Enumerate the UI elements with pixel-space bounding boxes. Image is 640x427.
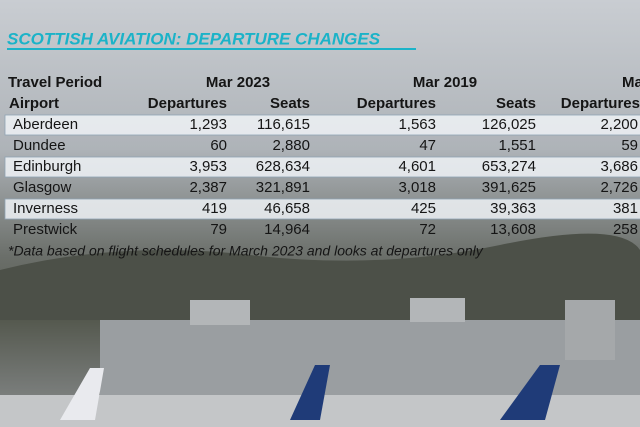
cell-value: 47 xyxy=(419,137,436,154)
airport-name: Inverness xyxy=(13,200,78,217)
tail-fin xyxy=(290,365,330,420)
cell-value: 425 xyxy=(411,200,436,217)
cell-value: 2,387 xyxy=(189,179,227,196)
column-header: Departures xyxy=(148,95,227,112)
cell-value: 391,625 xyxy=(482,179,536,196)
cell-value: 3,686 xyxy=(600,158,638,175)
column-header: Departures xyxy=(561,95,640,112)
cell-value: 79 xyxy=(210,221,227,238)
cell-value: 321,891 xyxy=(256,179,310,196)
airport-name: Aberdeen xyxy=(13,116,78,133)
footnote: *Data based on flight schedules for Marc… xyxy=(8,243,484,259)
cell-value: 628,634 xyxy=(256,158,310,175)
cell-value: 258 xyxy=(613,221,638,238)
row-band xyxy=(4,198,640,220)
column-header: Departures xyxy=(357,95,436,112)
cell-value: 39,363 xyxy=(490,200,536,217)
cell-value: 2,880 xyxy=(272,137,310,154)
tail-fin xyxy=(60,368,104,420)
column-header: Seats xyxy=(496,95,536,112)
airport-name: Glasgow xyxy=(13,179,72,196)
airport-name: Prestwick xyxy=(13,221,78,238)
cell-value: 1,293 xyxy=(189,116,227,133)
cell-value: 126,025 xyxy=(482,116,536,133)
cell-value: 46,658 xyxy=(264,200,310,217)
airport-name: Dundee xyxy=(13,137,66,154)
cell-value: 3,953 xyxy=(189,158,227,175)
building xyxy=(565,300,615,360)
row-band xyxy=(4,114,640,136)
cell-value: 1,563 xyxy=(398,116,436,133)
cell-value: 1,551 xyxy=(498,137,536,154)
cell-value: 2,200 xyxy=(600,116,638,133)
group-header: Mar 2019 xyxy=(413,74,477,91)
hills xyxy=(0,233,640,320)
title: SCOTTISH AVIATION: DEPARTURE CHANGES xyxy=(7,29,381,48)
cell-value: 381 xyxy=(613,200,638,217)
airport-name: Edinburgh xyxy=(13,158,81,175)
cell-value: 419 xyxy=(202,200,227,217)
cell-value: 116,615 xyxy=(257,116,310,133)
cell-value: 3,018 xyxy=(398,179,436,196)
group-header: Travel Period xyxy=(8,74,102,91)
building xyxy=(190,300,250,325)
column-header: Seats xyxy=(270,95,310,112)
group-header: Mar 2023 xyxy=(206,74,270,91)
building xyxy=(410,298,465,322)
cell-value: 653,274 xyxy=(482,158,536,175)
cell-value: 14,964 xyxy=(264,221,310,238)
terminal xyxy=(100,320,640,400)
cell-value: 60 xyxy=(210,137,227,154)
cell-value: 13,608 xyxy=(490,221,536,238)
column-header: Airport xyxy=(9,95,59,112)
row-band xyxy=(4,156,640,178)
cell-value: 59 xyxy=(621,137,638,154)
group-header: Ma xyxy=(622,74,640,91)
cell-value: 2,726 xyxy=(600,179,638,196)
cell-value: 72 xyxy=(419,221,436,238)
cell-value: 4,601 xyxy=(398,158,436,175)
tail-fin xyxy=(500,365,560,420)
